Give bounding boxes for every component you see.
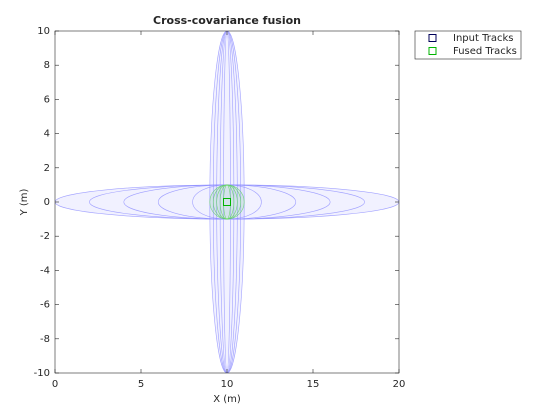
x-tick-label: 15 [307, 379, 320, 390]
track-marker [223, 198, 231, 206]
y-tick-label: -8 [40, 334, 50, 345]
y-axis-label: Y (m) [19, 188, 30, 216]
covariance-ellipse [209, 184, 245, 220]
y-tick-label: -6 [40, 300, 50, 311]
legend-marker [428, 34, 437, 42]
x-tick-label: 5 [138, 379, 144, 390]
y-tick-label: -10 [34, 368, 50, 379]
x-tick-label: 0 [52, 379, 58, 390]
chart-title: Cross-covariance fusion [153, 14, 301, 27]
y-tick-label: -4 [40, 265, 50, 276]
legend-marker [428, 47, 437, 55]
y-tick-label: 2 [44, 163, 50, 174]
x-tick-label: 10 [221, 379, 234, 390]
legend-label: Input Tracks [453, 33, 513, 44]
y-tick-label: 6 [44, 94, 50, 105]
y-tick-label: 0 [44, 197, 50, 208]
x-axis-label: X (m) [213, 394, 241, 405]
x-tick-label: 20 [393, 379, 406, 390]
legend: Input Tracks Fused Tracks [414, 30, 522, 60]
y-tick-label: 4 [44, 129, 50, 140]
legend-label: Fused Tracks [453, 46, 517, 57]
y-tick-label: 10 [37, 26, 50, 37]
y-tick-label: 8 [44, 60, 50, 71]
y-tick-label: -2 [40, 231, 50, 242]
plot-area [55, 31, 399, 373]
